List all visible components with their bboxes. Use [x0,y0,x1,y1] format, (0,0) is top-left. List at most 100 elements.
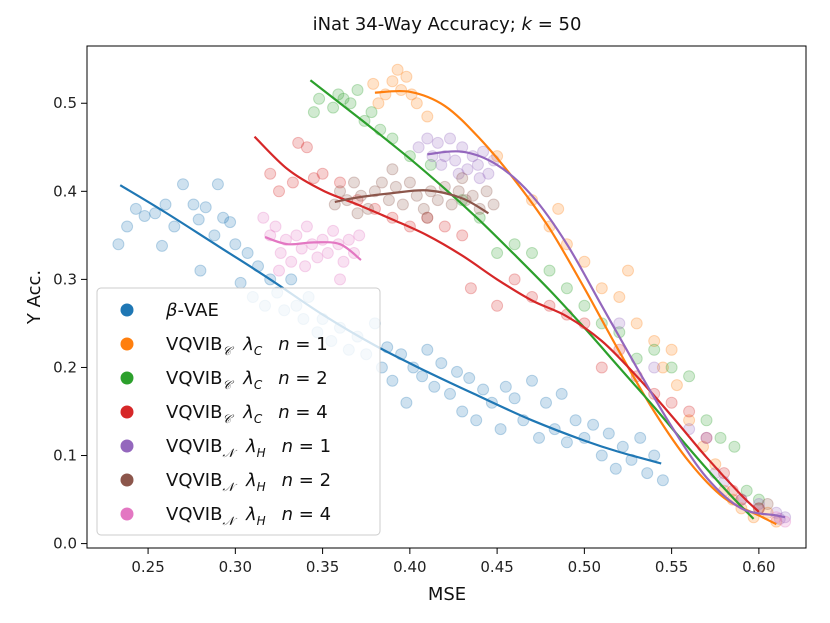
series-3-point-5 [307,172,320,185]
series-0-point-10 [192,213,205,226]
series-2-point-19 [560,282,573,295]
x-tick-label-4: 0.45 [480,558,513,576]
series-4-point-0 [412,141,425,154]
series-0-point-61 [540,396,552,409]
legend-label-1: VQVIB𝒞 λC n = 1 [166,334,328,358]
series-4-point-18 [648,361,661,374]
series-6-point-5 [285,255,298,268]
series-3-point-13 [438,220,451,233]
legend-label-4: VQVIB𝒩 λH n = 1 [166,436,331,460]
series-4-point-20 [700,431,713,444]
y-tick-label-5: 0.5 [53,94,77,112]
chart-title-k: k [522,14,534,35]
series-0-point-1 [121,220,134,233]
series-2-point-28 [714,431,727,444]
series-3-point-15 [464,282,477,295]
series-3-point-22 [595,361,608,374]
series-1-point-1 [372,97,385,110]
series-6-fit-line [264,236,362,261]
series-6-point-6 [290,229,303,242]
chart-title-text: iNat 34-Way Accuracy; [313,14,522,35]
series-0-point-6 [159,198,172,211]
legend-label-3: VQVIB𝒞 λC n = 4 [166,402,328,426]
scatter-layer [112,63,792,528]
series-0-fit-line [119,184,662,465]
x-tick-label-6: 0.55 [655,558,688,576]
series-2-point-11 [403,150,416,163]
series-2-point-4 [337,92,350,105]
series-3-point-1 [273,185,285,198]
series-1-point-3 [386,75,399,88]
series-4-point-5 [444,132,456,145]
plot-frame [86,45,807,549]
series-5-point-23 [487,198,500,211]
series-3-point-28 [700,431,713,444]
y-axis-label: Y Acc. [24,270,45,325]
legend-box [96,287,381,536]
series-4-point-1 [421,132,434,145]
series-4-point-6 [449,154,462,167]
series-0-point-0 [112,238,125,251]
series-0-point-47 [435,357,448,370]
chart-title: iNat 34-Way Accuracy; k = 50 [313,14,582,35]
series-1-points [367,63,783,528]
series-2-point-24 [648,343,661,356]
series-1-point-15 [578,255,591,268]
series-6-point-20 [299,260,312,273]
series-4-point-24 [752,498,765,510]
series-0-point-51 [463,372,476,384]
series-2-point-15 [491,247,504,259]
series-4-point-10 [471,158,484,171]
series-6-point-21 [334,273,346,286]
series-0-point-49 [451,365,463,378]
series-1-point-6 [400,70,413,83]
y-tick-label-1: 0.1 [53,447,77,465]
series-2-point-3 [332,88,345,101]
series-2-point-27 [700,414,713,427]
series-2-point-6 [351,84,364,96]
series-2-point-31 [752,493,765,506]
series-0-point-4 [149,207,162,220]
series-1-point-4 [391,63,404,76]
legend-label-2: VQVIB𝒞 λC n = 2 [166,368,328,392]
series-0-point-50 [456,405,469,418]
series-5-point-9 [389,180,402,193]
series-6-point-12 [321,247,334,259]
series-1-point-13 [552,202,565,215]
series-6-point-2 [269,220,282,233]
series-5-point-24 [351,207,364,220]
series-2-point-18 [543,264,556,277]
series-6-point-3 [274,247,287,259]
series-2-point-12 [424,158,437,171]
series-0-point-42 [400,396,413,409]
legend-marker-2 [120,371,134,385]
series-2-point-25 [665,361,678,374]
series-4-point-17 [613,317,626,330]
series-0-point-8 [177,178,189,191]
series-6-point-0 [257,211,270,224]
legend-marker-3 [120,405,134,419]
series-1-point-18 [622,264,634,277]
series-2-point-17 [526,247,538,259]
series-4-point-8 [461,163,474,176]
series-0-point-11 [194,264,207,277]
series-5-point-25 [386,163,399,176]
series-6-point-13 [327,224,340,237]
series-1-point-8 [410,97,423,110]
series-0-point-5 [156,239,168,252]
y-tick-label-4: 0.4 [53,182,77,200]
series-1-point-26 [709,458,722,471]
series-2-point-14 [473,211,486,224]
series-4-point-3 [431,136,444,149]
series-1-point-16 [595,282,608,295]
series-3-point-14 [456,229,469,242]
series-0-point-45 [421,343,434,356]
series-0-point-70 [609,462,622,475]
series-1-point-22 [665,343,678,356]
series-3-fit-line [253,135,760,513]
series-6-point-18 [353,229,366,242]
series-2-point-1 [313,92,326,105]
series-3-point-7 [334,176,346,189]
y-axis-ticks: 0.0 0.1 0.2 0.3 0.4 0.5 [53,94,87,553]
series-6-point-8 [300,220,313,233]
